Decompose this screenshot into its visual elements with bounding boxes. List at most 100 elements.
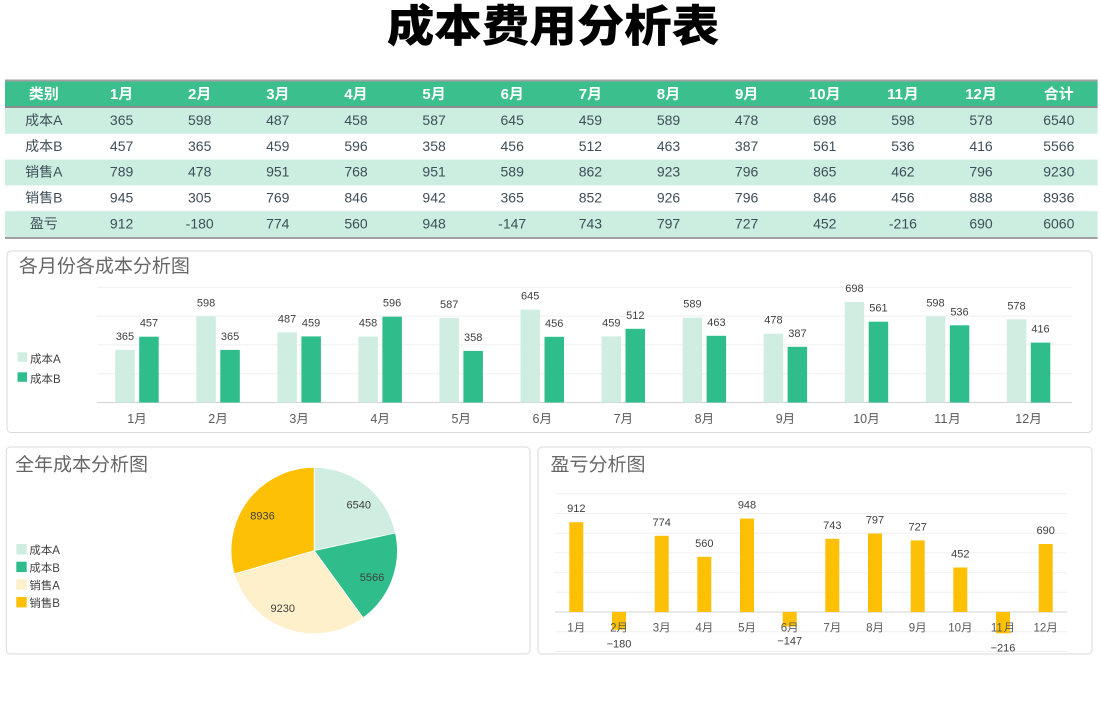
svg-text:727: 727 (735, 215, 759, 231)
svg-text:416: 416 (1031, 324, 1049, 336)
svg-text:587: 587 (422, 112, 446, 128)
svg-text:387: 387 (788, 328, 806, 340)
svg-text:9: 9 (909, 623, 915, 635)
svg-text:5: 5 (452, 412, 459, 426)
svg-text:12: 12 (965, 86, 982, 103)
svg-text:11: 11 (991, 623, 1003, 635)
svg-text:4: 4 (344, 86, 353, 103)
svg-text:11: 11 (887, 86, 903, 103)
svg-text:416: 416 (969, 138, 993, 154)
svg-text:458: 458 (344, 112, 368, 128)
svg-text:727: 727 (909, 521, 927, 533)
svg-text:951: 951 (422, 164, 446, 180)
svg-text:-180: -180 (186, 215, 214, 231)
svg-text:912: 912 (567, 503, 585, 515)
svg-text:862: 862 (579, 164, 603, 180)
svg-text:387: 387 (735, 138, 759, 154)
svg-text:−180: −180 (607, 639, 632, 651)
svg-text:690: 690 (969, 215, 993, 231)
svg-text:8: 8 (695, 412, 702, 426)
svg-text:2: 2 (610, 623, 616, 635)
svg-text:796: 796 (969, 164, 993, 180)
svg-text:645: 645 (521, 291, 539, 303)
svg-text:578: 578 (969, 112, 993, 128)
svg-text:A: A (52, 545, 60, 557)
svg-text:-216: -216 (889, 215, 917, 231)
svg-text:-147: -147 (498, 215, 526, 231)
svg-text:365: 365 (116, 331, 134, 343)
svg-text:9: 9 (735, 86, 743, 103)
svg-text:487: 487 (266, 112, 290, 128)
svg-text:789: 789 (110, 164, 134, 180)
svg-text:769: 769 (266, 190, 290, 206)
svg-text:846: 846 (344, 190, 368, 206)
svg-text:536: 536 (950, 306, 968, 318)
svg-text:512: 512 (626, 310, 644, 322)
svg-text:478: 478 (735, 112, 759, 128)
svg-text:365: 365 (501, 190, 525, 206)
svg-text:8: 8 (866, 623, 872, 635)
svg-text:796: 796 (735, 164, 759, 180)
svg-text:4: 4 (370, 412, 377, 426)
svg-text:6540: 6540 (347, 499, 371, 511)
svg-text:698: 698 (813, 112, 837, 128)
svg-text:365: 365 (188, 138, 212, 154)
svg-text:774: 774 (266, 215, 290, 231)
svg-text:1: 1 (127, 412, 134, 426)
svg-text:6: 6 (781, 623, 787, 635)
svg-text:951: 951 (266, 164, 290, 180)
svg-text:3: 3 (653, 623, 659, 635)
svg-text:456: 456 (501, 138, 525, 154)
svg-text:A: A (52, 580, 60, 592)
svg-text:846: 846 (813, 190, 837, 206)
svg-text:888: 888 (969, 190, 993, 206)
svg-text:926: 926 (657, 190, 681, 206)
svg-text:7: 7 (614, 412, 621, 426)
svg-text:945: 945 (110, 190, 134, 206)
svg-text:456: 456 (891, 190, 915, 206)
svg-text:589: 589 (501, 164, 525, 180)
svg-text:358: 358 (464, 332, 482, 344)
svg-text:2: 2 (188, 86, 196, 103)
svg-text:912: 912 (110, 215, 134, 231)
svg-text:B: B (53, 138, 62, 154)
svg-text:458: 458 (359, 318, 377, 330)
svg-text:536: 536 (891, 138, 915, 154)
svg-text:942: 942 (422, 190, 446, 206)
svg-text:365: 365 (110, 112, 134, 128)
svg-text:B: B (52, 563, 60, 575)
svg-text:797: 797 (657, 215, 681, 231)
svg-text:B: B (53, 190, 62, 206)
svg-text:12: 12 (1034, 623, 1047, 635)
svg-text:9230: 9230 (271, 603, 295, 615)
svg-text:457: 457 (110, 138, 134, 154)
svg-text:598: 598 (891, 112, 915, 128)
svg-text:596: 596 (344, 138, 368, 154)
svg-text:796: 796 (735, 190, 759, 206)
svg-text:561: 561 (869, 303, 887, 315)
svg-text:8: 8 (657, 86, 665, 103)
svg-text:11: 11 (934, 412, 947, 426)
svg-text:768: 768 (344, 164, 368, 180)
svg-text:−147: −147 (777, 636, 802, 648)
svg-text:1: 1 (567, 623, 573, 635)
svg-text:B: B (52, 598, 60, 610)
svg-text:5566: 5566 (1043, 138, 1074, 154)
svg-text:459: 459 (266, 138, 290, 154)
svg-text:A: A (53, 112, 63, 128)
svg-text:459: 459 (302, 317, 320, 329)
svg-text:487: 487 (278, 313, 296, 325)
svg-text:10: 10 (853, 412, 867, 426)
svg-text:7: 7 (823, 623, 829, 635)
svg-text:463: 463 (657, 138, 681, 154)
svg-text:3: 3 (289, 412, 296, 426)
svg-text:598: 598 (197, 297, 215, 309)
svg-text:478: 478 (764, 315, 782, 327)
svg-text:7: 7 (579, 86, 587, 103)
svg-text:10: 10 (948, 623, 961, 635)
svg-text:598: 598 (926, 297, 944, 309)
svg-text:12: 12 (1015, 412, 1029, 426)
svg-text:6060: 6060 (1043, 215, 1074, 231)
svg-text:456: 456 (545, 318, 563, 330)
svg-text:596: 596 (383, 298, 401, 310)
